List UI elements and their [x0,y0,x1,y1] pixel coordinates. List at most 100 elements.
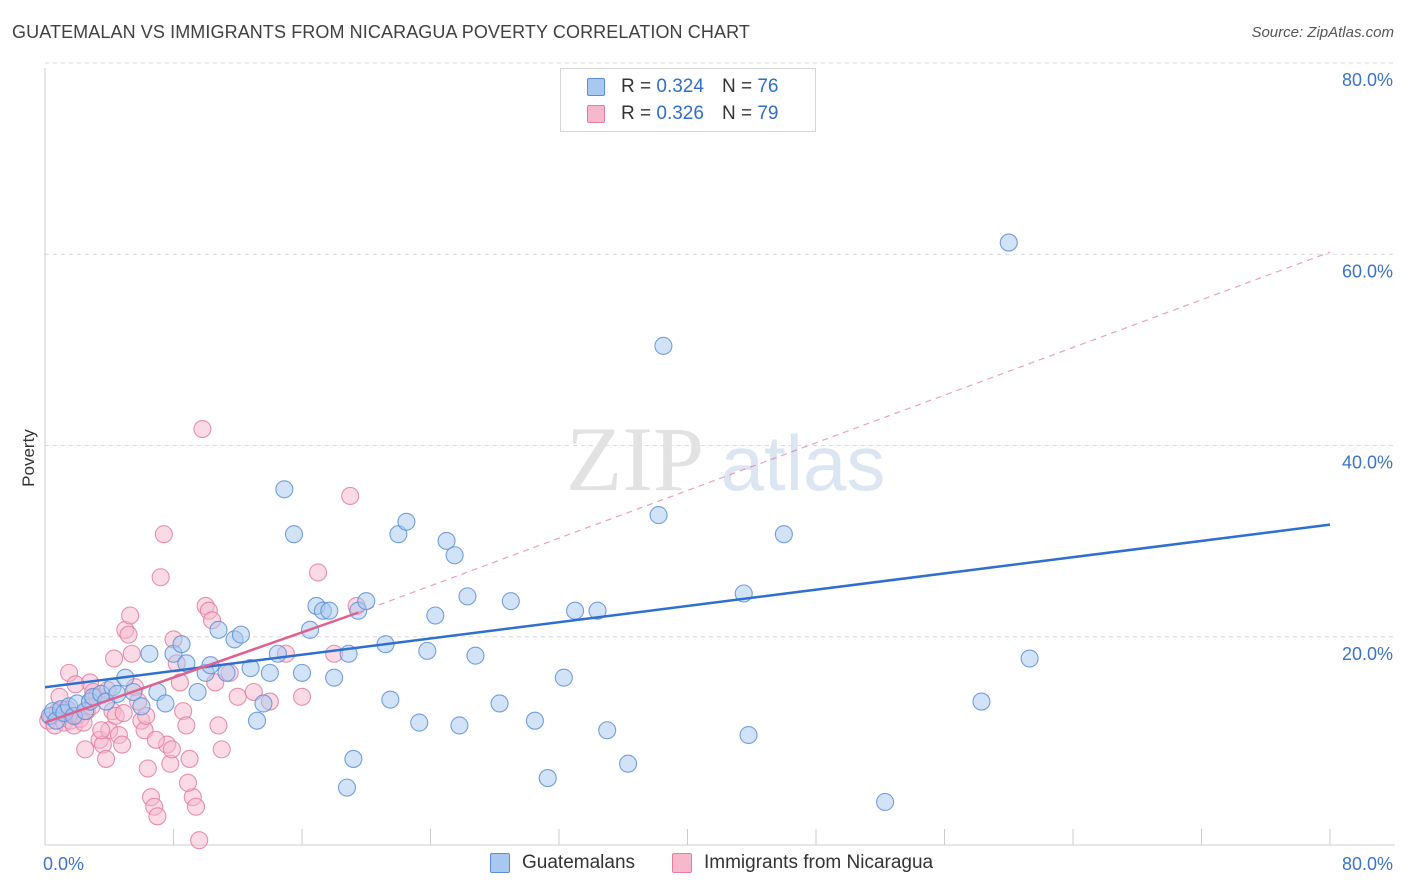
watermark: ZIP atlas [566,408,885,510]
y-axis-label: Poverty [19,429,38,487]
x-tick-labels: 0.0% 80.0% [43,854,1393,874]
nicaragua-point [96,749,116,768]
guatemalan-point [999,233,1018,252]
nicaragua-point [121,606,140,625]
nicaragua-point [92,721,111,740]
guatemalan-point [649,506,668,525]
nicaragua-point [151,568,170,587]
source-label: Source: ZipAtlas.com [1251,24,1394,41]
guatemalan-point [247,711,267,730]
nicaragua-point [178,773,198,792]
guatemalan-point [231,625,251,644]
x-tick-label: 80.0% [1342,854,1393,874]
guatemalan-point [654,336,673,355]
y-tick-labels: 20.0% 40.0% 60.0% 80.0% [1342,70,1393,664]
nicaragua-point [154,525,173,544]
r-label: R = [621,103,652,124]
guatemalan-point [344,749,363,768]
trend-line-guatemalans [44,523,1331,689]
nicaragua-point [122,644,141,663]
guatemalan-point [241,659,260,678]
legend-row-guatemalans: R = 0.324 N = 76 [587,75,778,99]
y-tick-label: 20.0% [1342,644,1393,664]
guatemalan-point [619,754,638,773]
guatemalan-point [254,694,273,713]
n-label: N = [721,103,753,124]
guatemalan-point [188,682,207,702]
nicaragua-point [180,749,199,768]
nicaragua-point [177,716,196,735]
nicaragua-point [209,716,228,735]
nicaragua-point [76,740,95,759]
guatemalan-point [217,663,236,682]
r-label: R = [621,76,652,97]
guatemalan-point [1020,649,1039,668]
legend-item-nicaragua: Immigrants from Nicaragua [672,852,933,874]
guatemalan-point [156,694,175,713]
y-tick-label: 40.0% [1342,453,1393,473]
guatemalan-point [876,792,895,812]
guatemalan-point [140,644,159,663]
y-tick-label: 60.0% [1342,261,1393,281]
r-value: 0.326 [656,103,704,124]
y-tick-label: 80.0% [1342,70,1393,90]
guatemalan-point [458,587,477,606]
guatemalan-point [132,697,151,716]
watermark-atlas: atlas [721,419,886,507]
legend-label-nicaragua: Immigrants from Nicaragua [704,852,934,873]
nicaragua-point [148,807,167,826]
guatemalan-point [325,668,344,687]
series-legend: Guatemalans Immigrants from Nicaragua [0,852,1406,878]
blue-swatch [587,78,605,96]
nicaragua-point [186,797,206,816]
guatemalan-point [397,512,416,531]
guatemalan-point [357,592,376,611]
n-value: 76 [757,76,779,97]
nicaragua-point [162,740,181,759]
guatemalan-point [337,778,357,797]
nicaragua-point [309,563,328,582]
legend-item-guatemalans: Guatemalans [490,852,635,874]
r-value: 0.324 [656,76,704,97]
guatemalan-point [320,601,339,620]
blue-swatch [490,853,510,873]
nicaragua-point [292,687,312,706]
guatemalan-point [260,663,279,682]
guatemalan-point [418,641,437,660]
guatemalan-point [566,601,585,620]
x-tick-label: 0.0% [43,854,84,874]
guatemalan-point [445,546,464,565]
guatemalan-point [410,713,429,732]
guatemalan-point [598,721,617,740]
pink-swatch [587,105,605,123]
n-label: N = [721,76,753,97]
legend-label-guatemalans: Guatemalans [522,852,636,873]
guatemalan-point [450,716,469,735]
guatemalan-point [739,725,758,745]
nicaragua-point [341,486,360,506]
guatemalan-point [466,646,485,665]
guatemalan-point [426,606,445,625]
guatemalan-point [554,668,573,687]
nicaragua-point [190,831,209,850]
guatemalan-point [172,635,191,654]
guatemalan-point [381,690,400,709]
guatemalan-point [437,531,456,550]
guatemalan-point [292,663,312,682]
n-value: 79 [757,103,779,124]
nicaragua-point [212,740,231,759]
nicaragua-point [228,687,247,706]
guatemalan-point [525,711,544,730]
grid-lines [45,62,1395,638]
guatemalan-point [275,480,294,499]
nicaragua-point [114,703,133,723]
nicaragua-point [138,759,157,778]
nicaragua-point [119,625,138,644]
guatemalan-point [284,525,304,544]
pink-swatch [672,853,692,873]
nicaragua-point [113,735,132,754]
trend-line-nicaragua [44,611,359,724]
chart-title: GUATEMALAN VS IMMIGRANTS FROM NICARAGUA … [12,22,750,42]
nicaragua-point [146,730,165,749]
